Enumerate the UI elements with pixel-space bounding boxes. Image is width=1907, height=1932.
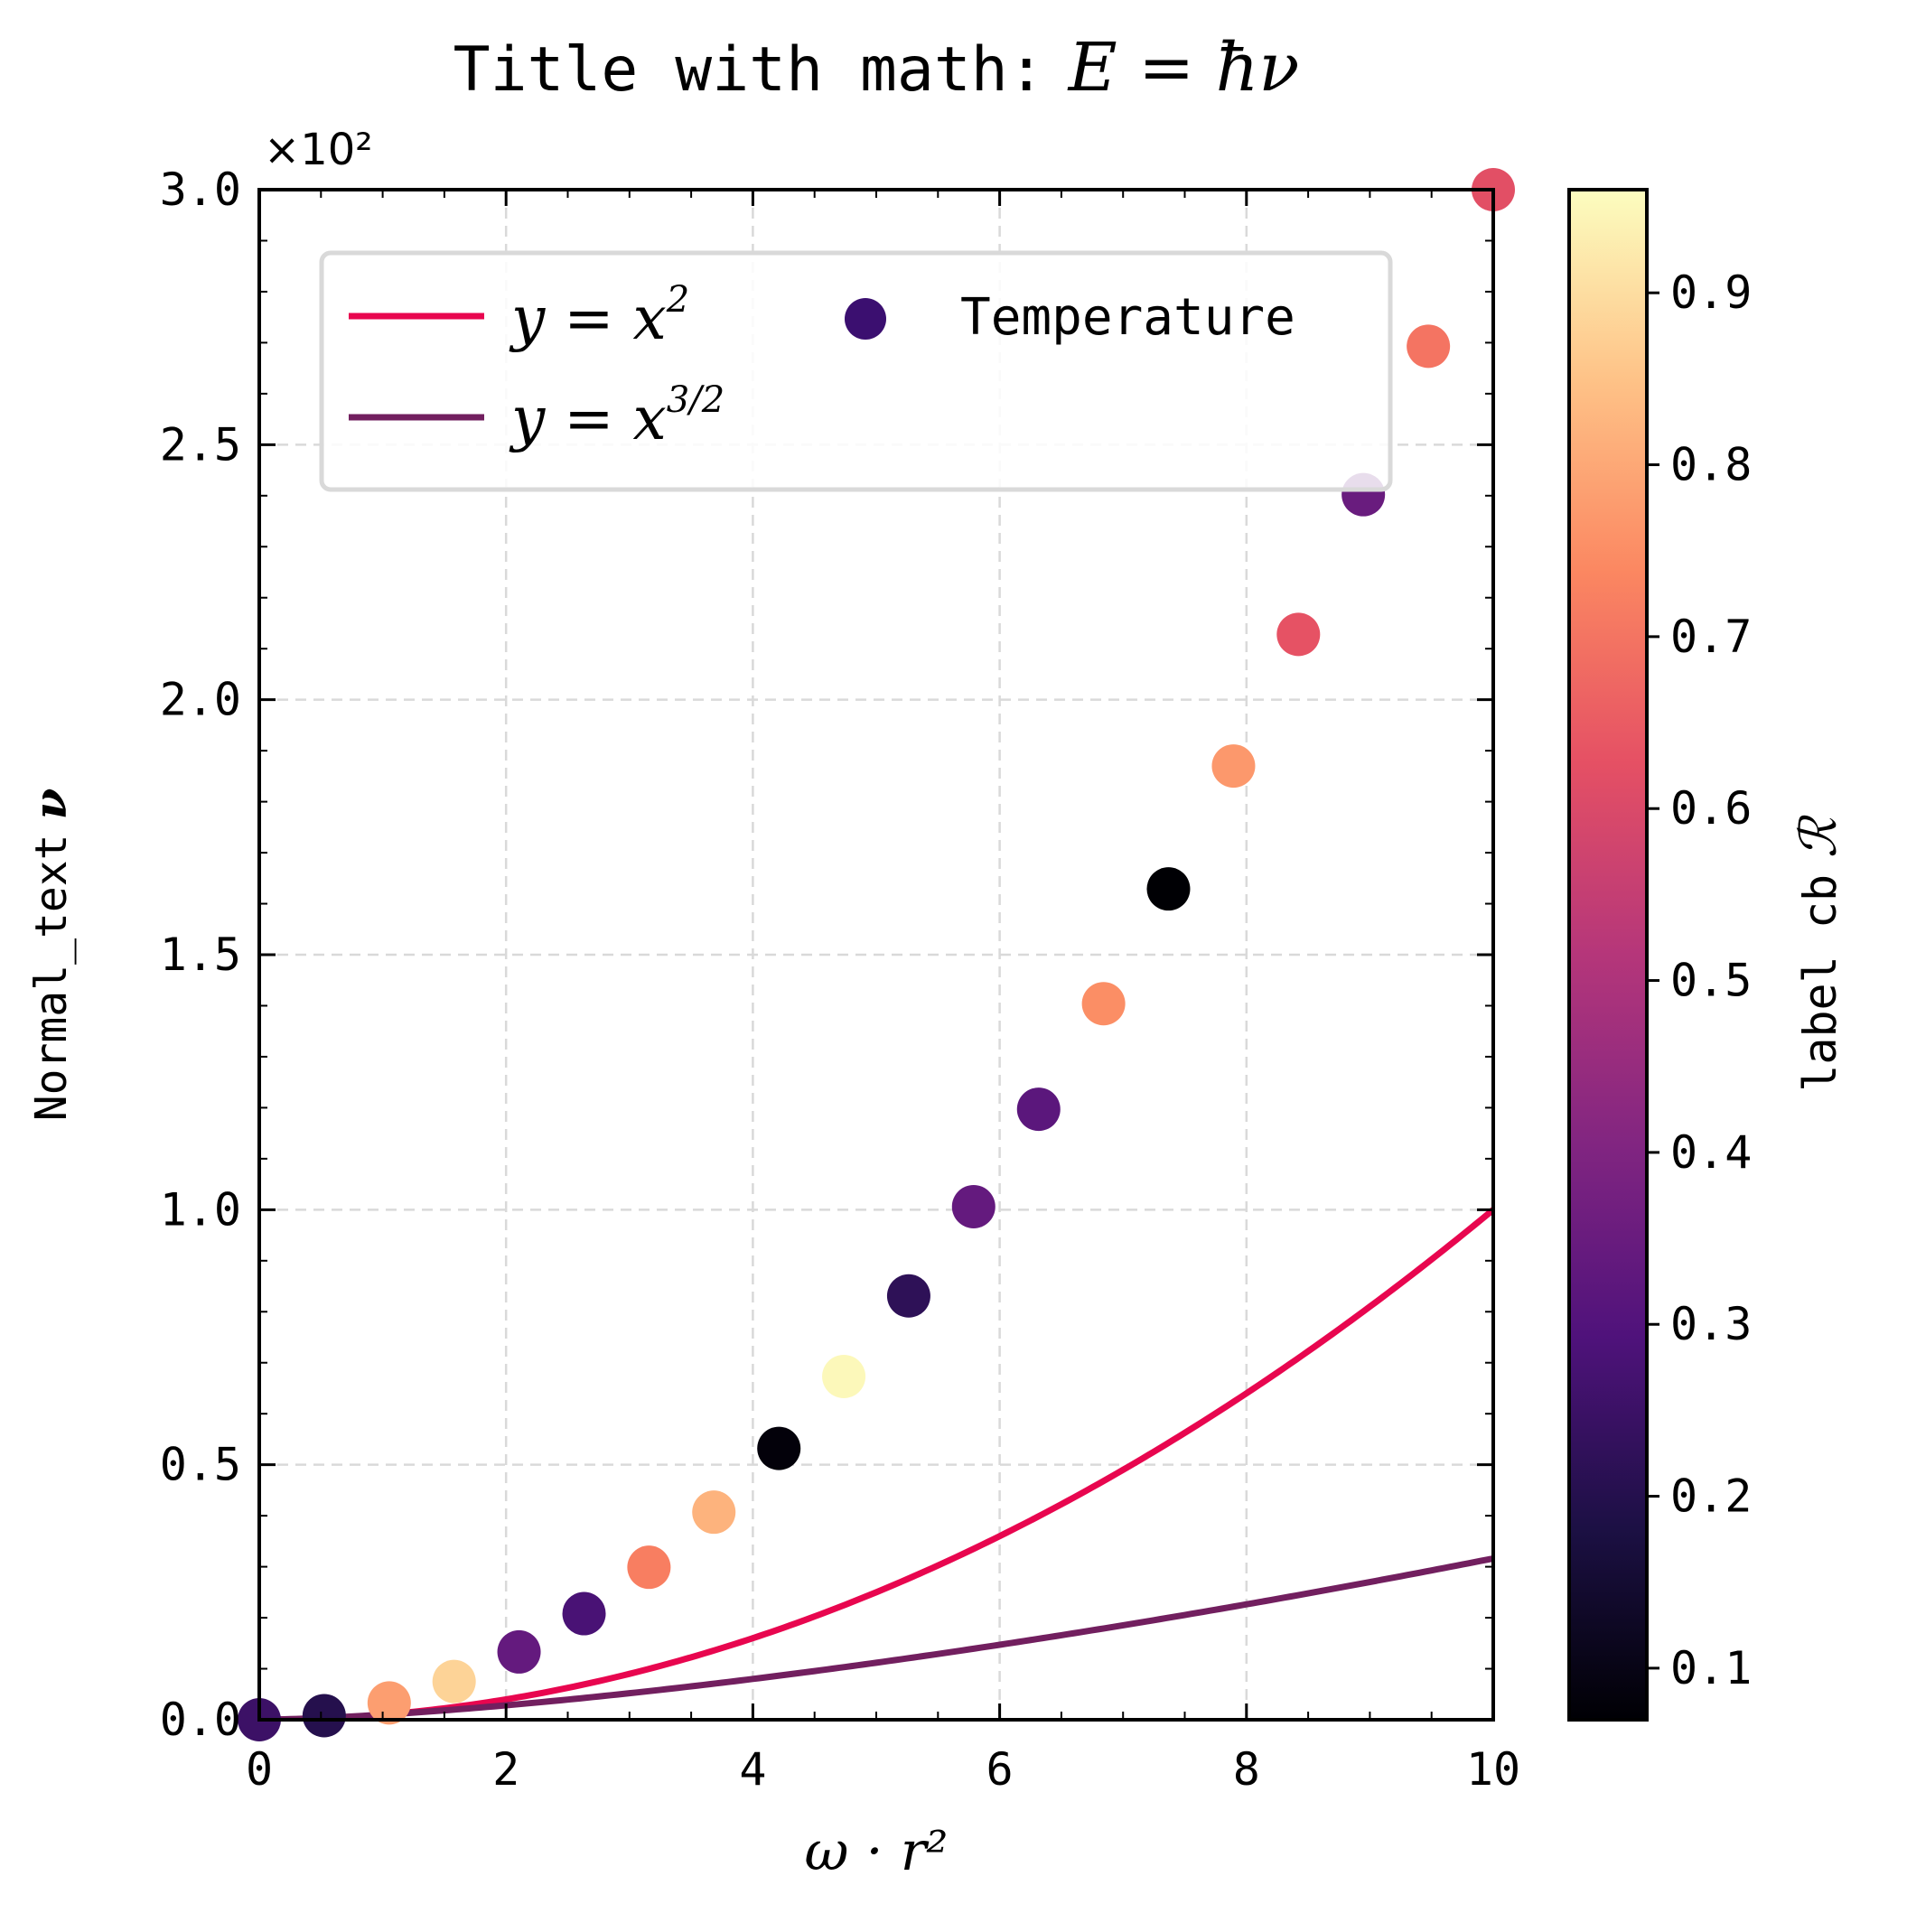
x-tick-label: 8 [1233, 1743, 1260, 1796]
colorbar [1567, 188, 1649, 1722]
y-tick-label: 1.0 [160, 1183, 241, 1236]
curves [259, 1207, 1493, 1720]
scatter-point [1276, 612, 1321, 657]
x-tick-label: 4 [739, 1743, 766, 1796]
legend-label-x2: y = x2 [509, 279, 689, 353]
scatter-point [497, 1629, 541, 1674]
y-tick-labels: 0.0 0.5 1.0 1.5 2.0 2.5 3.0 [160, 163, 241, 1746]
scatter-point [1016, 1087, 1061, 1132]
colorbar-tick-label: 0.1 [1670, 1642, 1752, 1694]
scatter-point [951, 1184, 996, 1228]
series-line-x32 [259, 1555, 1493, 1720]
scatter-point [1407, 324, 1451, 369]
colorbar-ticks [1647, 291, 1659, 1670]
colorbar-tick-label: 0.8 [1670, 439, 1752, 491]
colorbar-label: label cb ℛ [1790, 815, 1848, 1092]
y-tick-label: 0.0 [160, 1694, 241, 1746]
colorbar-tick-label: 0.5 [1670, 955, 1752, 1007]
colorbar-tick-label: 0.2 [1670, 1470, 1752, 1523]
series-line-x2 [259, 1207, 1493, 1720]
y-tick-label: 3.0 [160, 163, 241, 216]
y-tick-label: 0.5 [160, 1439, 241, 1491]
y-offset-multiplier: ×10² [264, 125, 373, 175]
scatter-point [1211, 744, 1256, 789]
legend: y = x2 y = x3/2 Temperature [319, 250, 1393, 492]
scatter-point [822, 1354, 866, 1398]
scatter-point [367, 1681, 411, 1725]
x-tick-label: 6 [986, 1743, 1014, 1796]
plot-frame [257, 188, 1495, 1722]
scatter-point [692, 1490, 736, 1535]
legend-frame [319, 250, 1393, 492]
colorbar-tick-label: 0.7 [1670, 611, 1752, 663]
colorbar-tick-label: 0.9 [1670, 266, 1752, 319]
colorbar-tick-labels: 0.1 0.2 0.3 0.4 0.5 0.6 0.7 0.8 0.9 [1670, 266, 1752, 1694]
colorbar-tick-label: 0.6 [1670, 782, 1752, 835]
x-tick-labels: 0 2 4 6 8 10 [246, 1743, 1520, 1796]
scatter-point [886, 1274, 930, 1318]
colorbar-tick-label: 0.3 [1670, 1298, 1752, 1350]
scatter-point [432, 1659, 476, 1703]
y-axis-label: Normal_text ν [23, 789, 77, 1122]
chart-title: Title with math: E = ħν [453, 29, 1300, 107]
x-tick-label: 2 [492, 1743, 519, 1796]
x-axis-label: ω · r² [805, 1820, 949, 1883]
y-tick-label: 1.5 [160, 929, 241, 981]
x-tick-label: 0 [246, 1743, 273, 1796]
scatter-point [757, 1426, 801, 1470]
y-tick-label: 2.5 [160, 418, 241, 471]
legend-marker-temperature [845, 298, 886, 340]
scatter-point [1081, 982, 1126, 1026]
y-tick-label: 2.0 [160, 674, 241, 726]
legend-label-temperature: Temperature [960, 288, 1295, 347]
scatter-point [627, 1545, 671, 1590]
scatter-point [302, 1694, 346, 1738]
scatter-point [562, 1591, 606, 1636]
colorbar-tick-label: 0.4 [1670, 1126, 1752, 1179]
x-tick-label: 10 [1466, 1743, 1520, 1796]
scatter-point [1146, 867, 1191, 911]
